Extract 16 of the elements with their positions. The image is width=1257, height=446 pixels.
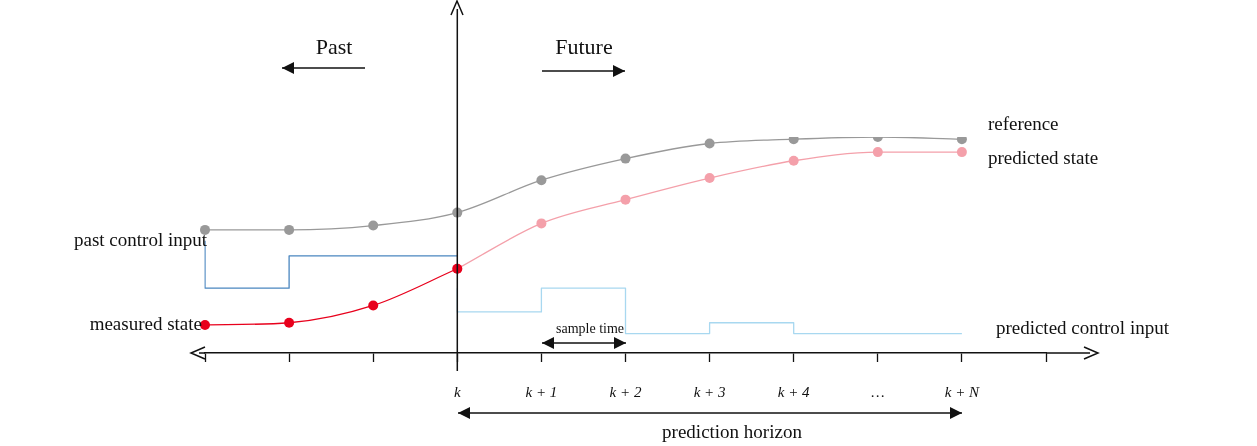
x-tick-label: k + N <box>944 383 981 400</box>
x-tick-label: k + 3 <box>693 383 726 400</box>
series-label: reference <box>987 112 1059 134</box>
x-tick-label: k + 4 <box>777 383 811 400</box>
series-label: measured state <box>89 312 202 334</box>
annotation: sample time <box>555 321 625 337</box>
series-label: predicted state <box>987 146 1099 168</box>
x-tick-label: k <box>453 383 461 400</box>
series-label: predicted control input <box>995 316 1170 338</box>
text: prediction horizon <box>662 421 802 443</box>
x-tick-label: k + 1 <box>525 383 558 400</box>
x-tick-label: k + 2 <box>609 383 642 400</box>
series-label: past control input <box>74 228 208 250</box>
text: Past <box>315 34 353 60</box>
text: Future <box>555 34 613 60</box>
x-tick-label: … <box>871 383 885 400</box>
